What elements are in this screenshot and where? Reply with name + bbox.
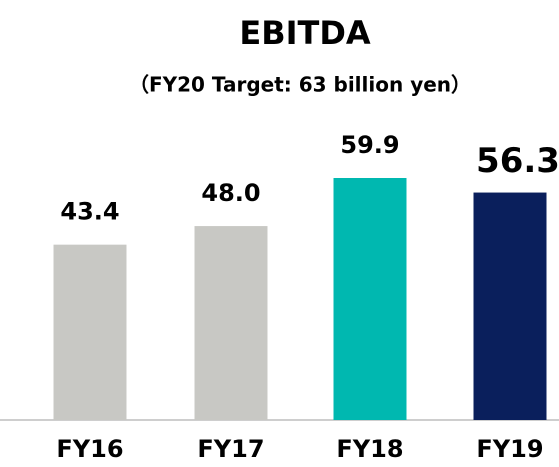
- chart-subtitle: （FY20 Target: 63 billion yen）: [129, 73, 471, 97]
- data-label: 56.3: [476, 141, 559, 181]
- x-tick-label: FY18: [336, 435, 403, 463]
- bar: [53, 244, 127, 420]
- bar: [473, 192, 547, 420]
- x-tick-label: FY17: [197, 435, 264, 463]
- bar: [194, 226, 268, 420]
- chart-title: EBITDA: [239, 14, 371, 52]
- data-label: 43.4: [60, 198, 119, 226]
- x-tick-label: FY16: [56, 435, 123, 463]
- x-tick-label: FY19: [476, 435, 543, 463]
- bar: [333, 178, 407, 420]
- data-label: 59.9: [340, 131, 399, 159]
- data-label: 48.0: [201, 179, 260, 207]
